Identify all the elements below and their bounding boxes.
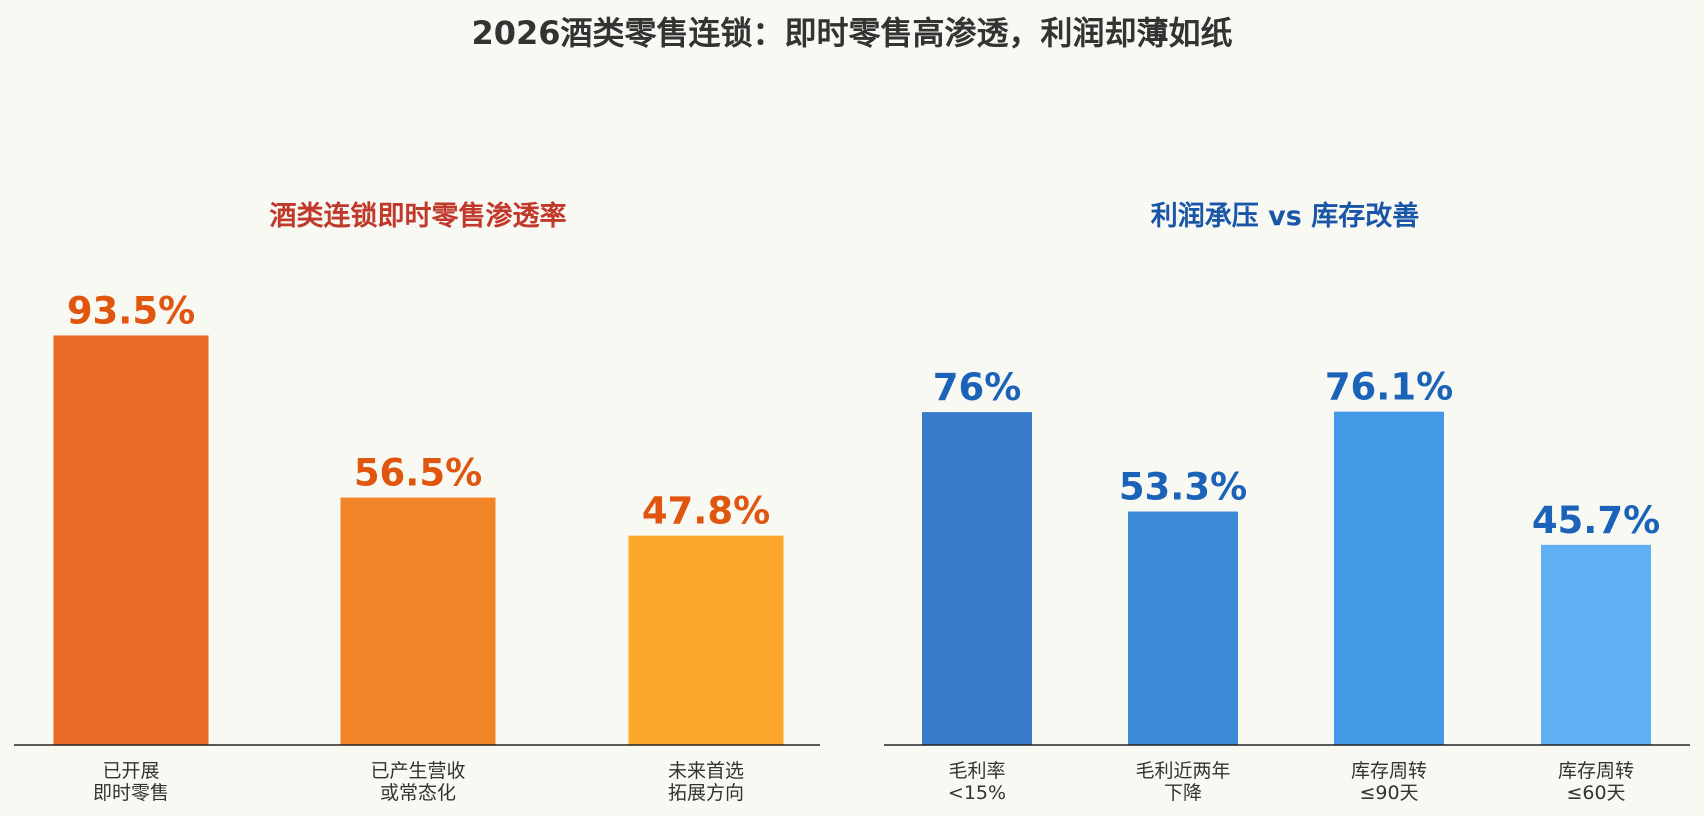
left-tick-label-3-line-1: 未来首选 <box>668 760 744 782</box>
chart-title: 2026酒类零售连锁：即时零售高渗透，利润却薄如纸 <box>471 14 1232 52</box>
left-value-label-2: 56.5% <box>354 452 482 495</box>
left-bar-2 <box>340 497 496 745</box>
right-tick-label-1-line-1: 毛利率 <box>948 760 1005 782</box>
left-tick-label-2-line-1: 已产生营收 <box>370 760 465 782</box>
right-tick-label-3-line-2: ≤90天 <box>1359 782 1418 804</box>
left-tick-label-1-line-1: 已开展 <box>102 760 159 782</box>
left-value-label-1: 93.5% <box>67 289 195 332</box>
right-tick-label-1-line-2: <15% <box>948 782 1006 804</box>
left-tick-label-1-line-2: 即时零售 <box>93 782 169 804</box>
right-chart-subtitle: 利润承压 vs 库存改善 <box>1151 200 1419 232</box>
right-tick-label-2-line-1: 毛利近两年 <box>1135 760 1230 782</box>
left-bar-3 <box>628 535 784 745</box>
left-bar-1 <box>53 335 209 745</box>
left-value-label-3: 47.8% <box>642 490 770 533</box>
left-tick-label-2-line-2: 或常态化 <box>380 782 456 804</box>
right-value-label-1: 76% <box>933 366 1022 409</box>
right-bar-3 <box>1334 411 1444 745</box>
right-value-label-2: 53.3% <box>1119 466 1247 509</box>
right-value-label-4: 45.7% <box>1532 499 1660 542</box>
right-bar-2 <box>1128 511 1238 745</box>
right-bar-1 <box>922 412 1032 745</box>
right-bar-4 <box>1541 544 1651 745</box>
right-tick-label-2-line-2: 下降 <box>1164 782 1202 804</box>
left-tick-label-3-line-2: 拓展方向 <box>668 782 744 804</box>
right-tick-label-4-line-1: 库存周转 <box>1558 760 1634 782</box>
left-chart-subtitle: 酒类连锁即时零售渗透率 <box>270 200 567 232</box>
right-value-label-3: 76.1% <box>1325 366 1453 409</box>
right-tick-label-4-line-2: ≤60天 <box>1566 782 1625 804</box>
right-tick-label-3-line-1: 库存周转 <box>1351 760 1427 782</box>
